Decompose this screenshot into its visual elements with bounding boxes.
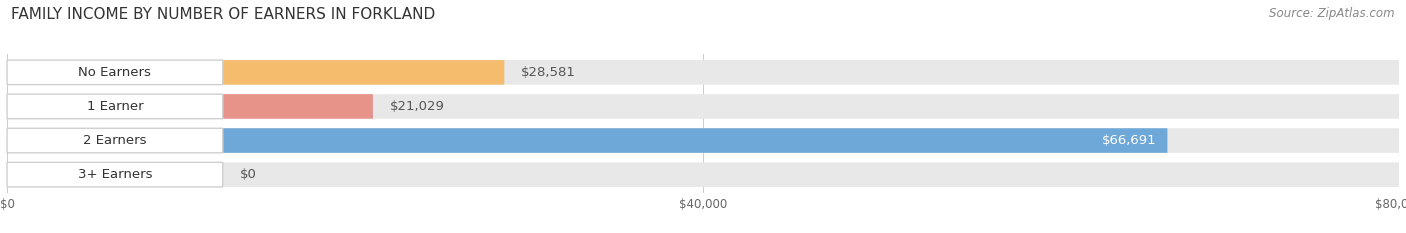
Text: FAMILY INCOME BY NUMBER OF EARNERS IN FORKLAND: FAMILY INCOME BY NUMBER OF EARNERS IN FO… bbox=[11, 7, 436, 22]
Text: $21,029: $21,029 bbox=[389, 100, 444, 113]
FancyBboxPatch shape bbox=[7, 128, 1167, 153]
FancyBboxPatch shape bbox=[7, 128, 222, 153]
FancyBboxPatch shape bbox=[7, 128, 1399, 153]
FancyBboxPatch shape bbox=[7, 162, 222, 187]
FancyBboxPatch shape bbox=[7, 60, 222, 85]
Text: $28,581: $28,581 bbox=[522, 66, 576, 79]
Text: 3+ Earners: 3+ Earners bbox=[77, 168, 152, 181]
Text: $0: $0 bbox=[239, 168, 256, 181]
Text: 2 Earners: 2 Earners bbox=[83, 134, 146, 147]
FancyBboxPatch shape bbox=[7, 94, 222, 119]
Text: 1 Earner: 1 Earner bbox=[87, 100, 143, 113]
FancyBboxPatch shape bbox=[7, 60, 505, 85]
FancyBboxPatch shape bbox=[7, 94, 1399, 119]
FancyBboxPatch shape bbox=[7, 94, 373, 119]
Text: Source: ZipAtlas.com: Source: ZipAtlas.com bbox=[1270, 7, 1395, 20]
FancyBboxPatch shape bbox=[7, 60, 1399, 85]
Text: $66,691: $66,691 bbox=[1102, 134, 1156, 147]
FancyBboxPatch shape bbox=[7, 162, 1399, 187]
Text: No Earners: No Earners bbox=[79, 66, 152, 79]
